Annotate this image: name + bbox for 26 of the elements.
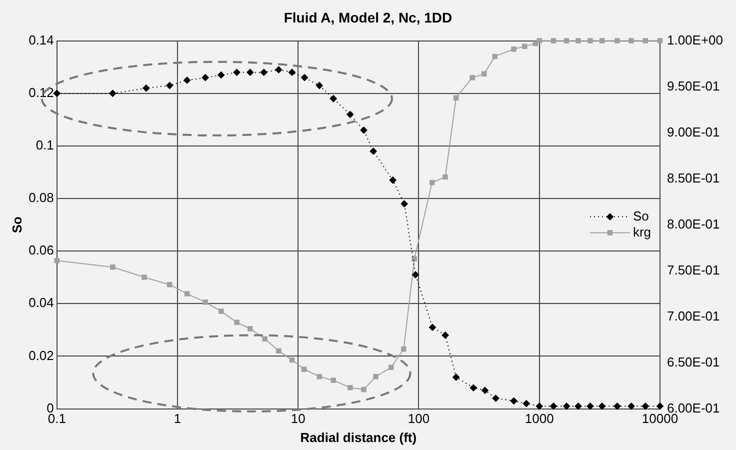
y-tick-label: 0.06: [28, 242, 54, 258]
x-tick-label: 100: [408, 411, 430, 426]
y-tick-label: 0.08: [28, 190, 54, 206]
y2-tick-label: 9.50E-01: [666, 78, 720, 94]
y-tick-label: 0: [46, 400, 54, 416]
y2-tick-label: 7.00E-01: [666, 308, 720, 324]
y-tick-label: 0.04: [28, 295, 54, 310]
y-tick-label: 0.14: [28, 32, 54, 48]
y2-tick-label: 9.00E-01: [666, 124, 720, 140]
y2-tick-label: 8.00E-01: [666, 216, 720, 232]
y2-tick-label: 1.00E+00: [666, 32, 724, 48]
y-tick-label: 0.02: [28, 348, 54, 363]
legend-label: krg: [632, 224, 652, 240]
x-tick-label: 10: [290, 411, 306, 426]
x-axis-title: Radial distance (ft): [300, 430, 417, 445]
y-tick-label: 0.12: [28, 84, 54, 100]
y-tick-label: 0.1: [36, 138, 54, 153]
x-tick-label: 1000: [524, 411, 554, 426]
y2-tick-label: 7.50E-01: [666, 262, 720, 278]
x-tick-label: 1: [174, 411, 182, 426]
y-axis-title: So: [9, 216, 24, 234]
y2-tick-label: 6.50E-01: [666, 354, 720, 370]
chart-title: Fluid A, Model 2, Nc, 1DD: [284, 9, 452, 26]
y2-tick-label: 6.00E-01: [666, 400, 720, 416]
legend-label: So: [632, 208, 649, 224]
y2-tick-label: 8.50E-01: [666, 170, 720, 186]
